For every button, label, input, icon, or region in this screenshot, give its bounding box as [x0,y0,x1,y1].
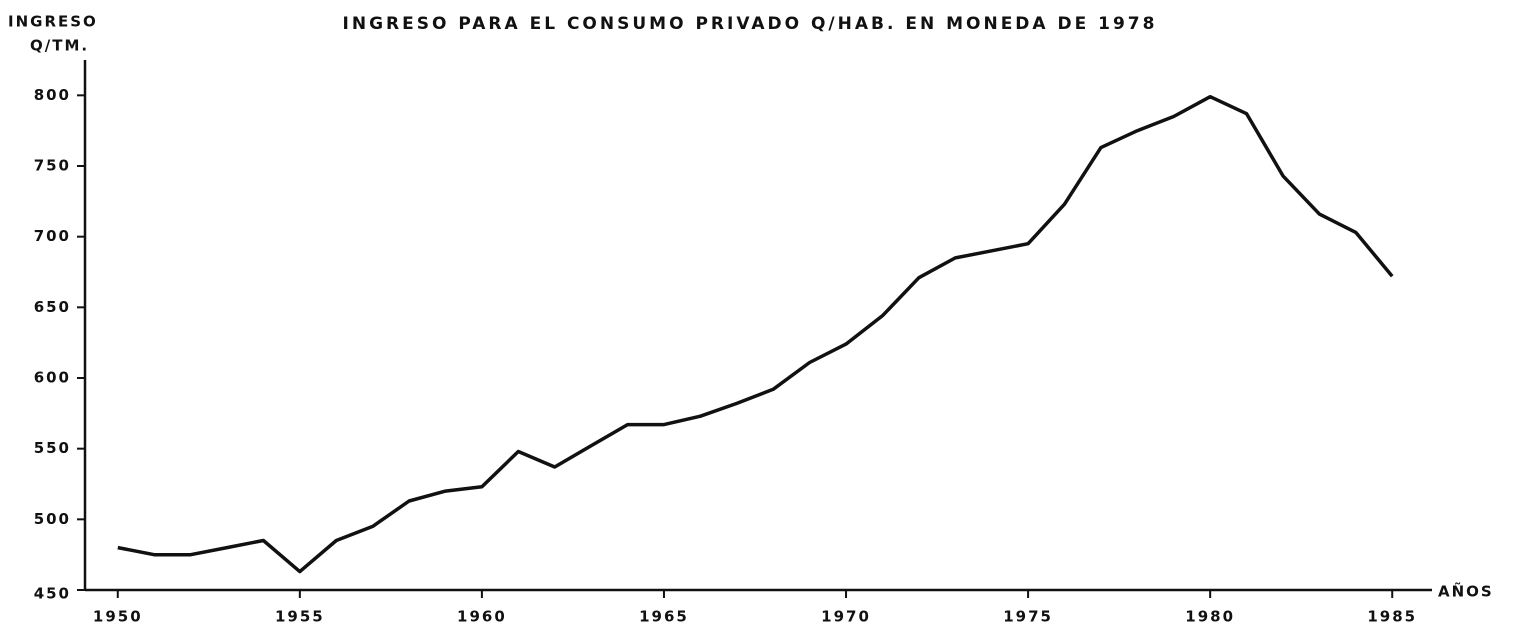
y-tick-label: 700 [34,227,71,245]
chart-title: INGRESO PARA EL CONSUMO PRIVADO Q/HAB. E… [343,14,1158,34]
x-tick-label: 1980 [1185,608,1235,626]
x-tick-label: 1970 [821,608,871,626]
y-tick-label: 450 [34,585,71,603]
y-tick-label: 800 [34,86,71,104]
x-tick-label: 1965 [639,608,689,626]
x-tick-label: 1960 [457,608,507,626]
data-line [117,94,1394,574]
y-axis-label: Q/TM. [30,37,89,55]
x-tick-label: 1975 [1003,608,1053,626]
x-tick-label: 1955 [275,608,325,626]
x-tick-label: 1950 [93,608,143,626]
x-axis-label: AÑOS [1438,582,1494,601]
y-tick-label: 650 [34,298,71,316]
y-tick-label: 500 [34,510,71,528]
y-tick-label: 600 [34,369,71,387]
y-tick-label: 750 [34,157,71,175]
y-axis-label: INGRESO [8,13,98,31]
y-tick-label: 550 [34,439,71,457]
x-tick-label: 1985 [1367,608,1417,626]
